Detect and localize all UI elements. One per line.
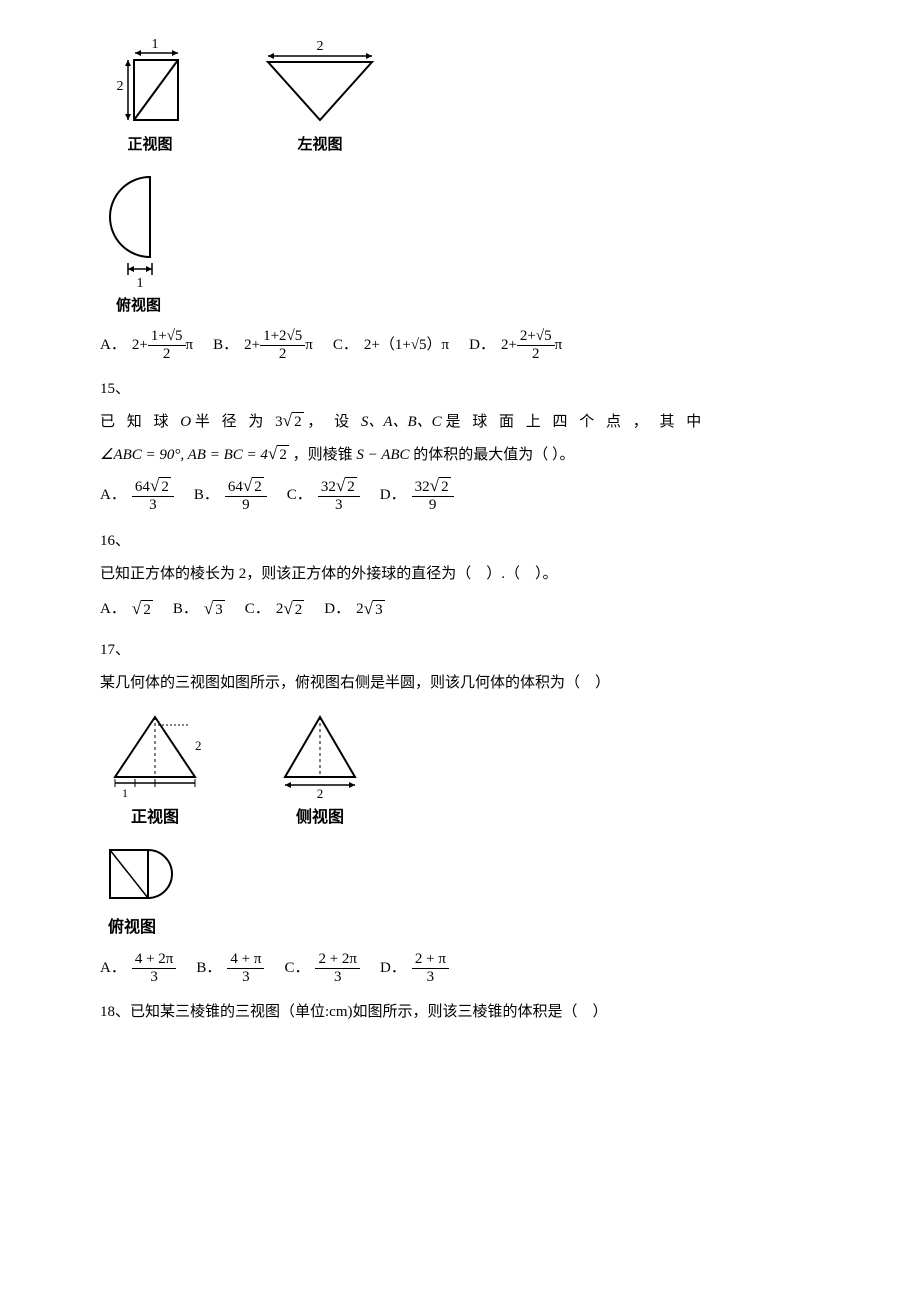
q16-text: 已知正方体的棱长为 2，则该正方体的外接球的直径为（ ）.（ ）。 — [100, 561, 820, 588]
q17-top-view: 俯视图 — [100, 840, 820, 943]
q14-views: 1 2 正视图 2 左视图 — [100, 38, 820, 320]
q17-option-d[interactable]: D． 2 + π3 — [380, 951, 449, 985]
q15-line1: 已 知 球 O 半 径 为 3√2 ， 设 S、A、B、C 是 球 面 上 四 … — [100, 409, 820, 436]
q17-option-a[interactable]: A． 4 + 2π3 — [100, 951, 176, 985]
q14-front-view: 1 2 正视图 — [100, 38, 200, 159]
q16-options: A．√2 B．√3 C．2√2 D．2√3 — [100, 596, 820, 623]
q18-text: 18、已知某三棱锥的三视图（单位:cm)如图所示，则该三棱锥的体积是（ ） — [100, 999, 820, 1026]
q14-left-caption: 左视图 — [297, 132, 342, 159]
q14-top-view: 1 俯视图 — [100, 169, 820, 320]
svg-text:1: 1 — [122, 786, 128, 800]
q16-option-c[interactable]: C．2√2 — [245, 596, 304, 623]
q15-option-c[interactable]: C． 32√23 — [287, 477, 360, 514]
q14-top-caption: 俯视图 — [116, 293, 161, 320]
q17-option-b[interactable]: B． 4 + π3 — [196, 951, 264, 985]
q15-line2: ∠ABC = 90°, AB = BC = 4√2 ，则棱锥 S − ABC 的… — [100, 442, 820, 469]
q15-number: 15、 — [100, 376, 820, 403]
q17-views: 2 1 正视图 2 侧视图 — [100, 705, 820, 944]
q14-left-view: 2 左视图 — [250, 38, 390, 159]
q16-number: 16、 — [100, 528, 820, 555]
q17-side-view: 2 侧视图 — [270, 705, 370, 833]
q14-front-caption: 正视图 — [127, 132, 172, 159]
q17-option-c[interactable]: C． 2 + 2π3 — [284, 951, 360, 985]
q17-options: A． 4 + 2π3 B． 4 + π3 C． 2 + 2π3 D． 2 + π… — [100, 951, 820, 985]
q14-option-c[interactable]: C． 2+（1+√5）π — [333, 332, 449, 359]
q15-option-a[interactable]: A． 64√23 — [100, 477, 174, 514]
q14-top-bottom-label: 1 — [137, 276, 144, 289]
q14-option-b[interactable]: B． 2+ 1+2√52 π — [213, 328, 313, 362]
q16-option-a[interactable]: A．√2 — [100, 596, 153, 623]
q14-options: A． 2+ 1+√52 π B． 2+ 1+2√52 π C． 2+（1+√5）… — [100, 328, 820, 362]
q14-option-d[interactable]: D． 2+ 2+√52 π — [469, 328, 562, 362]
q15-option-b[interactable]: B． 64√29 — [194, 477, 267, 514]
q17-front-caption: 正视图 — [131, 804, 179, 833]
q14-front-left-label: 2 — [117, 79, 124, 94]
q15-options: A． 64√23 B． 64√29 C． 32√23 D． 32√29 — [100, 477, 820, 514]
q14-left-top-label: 2 — [317, 39, 324, 54]
q17-number: 17、 — [100, 637, 820, 664]
q15-option-d[interactable]: D． 32√29 — [380, 477, 454, 514]
q17-top-caption: 俯视图 — [108, 914, 156, 943]
q17-text: 某几何体的三视图如图所示，俯视图右侧是半圆，则该几何体的体积为（ ） — [100, 670, 820, 697]
svg-text:2: 2 — [195, 738, 202, 753]
q17-side-caption: 侧视图 — [296, 804, 344, 833]
q14-option-a[interactable]: A． 2+ 1+√52 π — [100, 328, 193, 362]
q14-front-top-label: 1 — [152, 38, 159, 52]
q17-front-view: 2 1 正视图 — [100, 705, 210, 833]
svg-text:2: 2 — [317, 786, 324, 800]
q16-option-b[interactable]: B．√3 — [173, 596, 225, 623]
q16-option-d[interactable]: D．2√3 — [324, 596, 384, 623]
